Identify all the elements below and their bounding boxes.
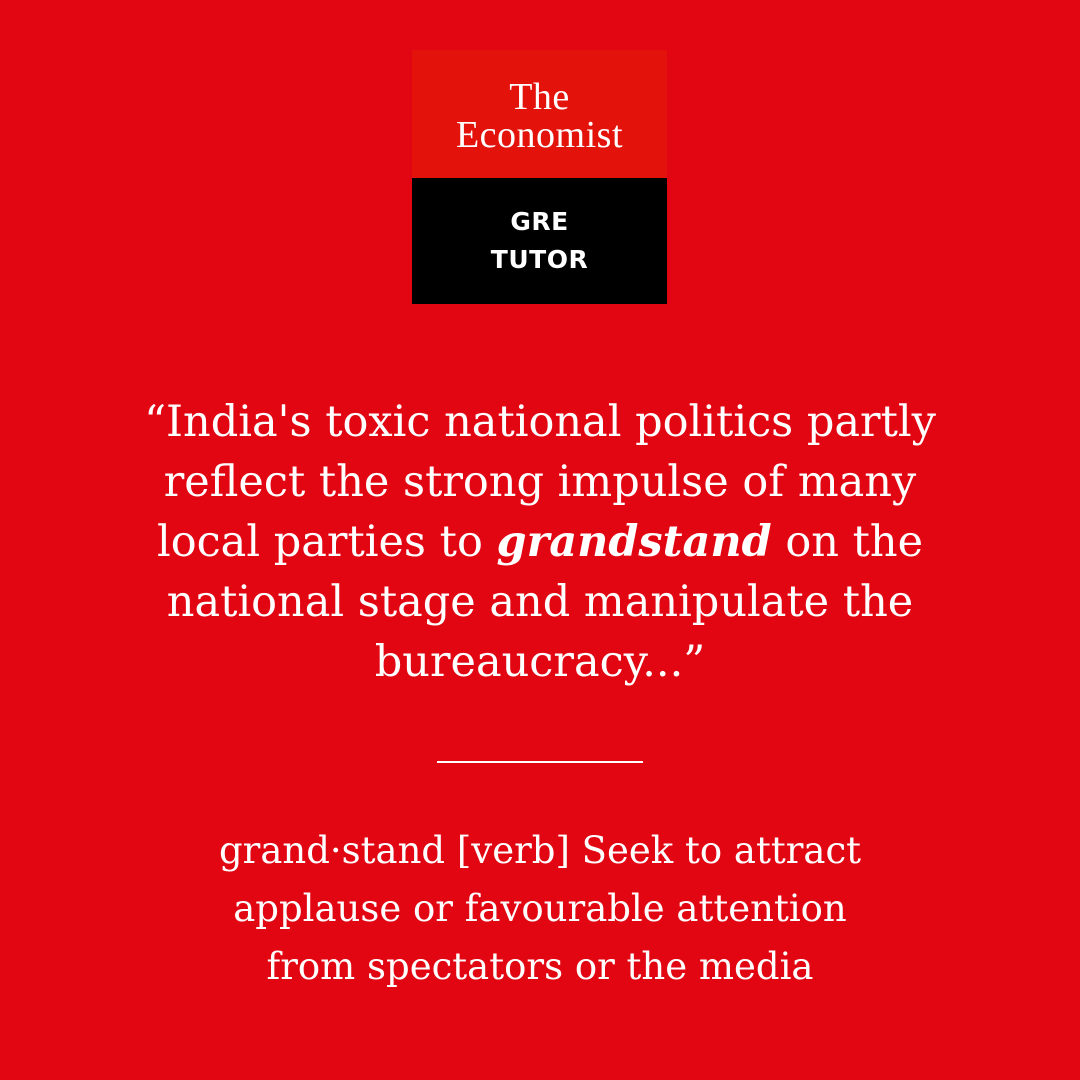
economist-gre-tutor-logo: The Economist GRE TUTOR <box>412 50 667 304</box>
quote-line-5: bureaucracy...” <box>374 637 706 687</box>
definition-line-3: from spectators or the media <box>266 945 814 988</box>
quote-line-1: “India's toxic national politics partly <box>144 397 936 447</box>
quote-line-3: local parties to grandstand on the <box>90 512 990 572</box>
logo-brand-line-2: Economist <box>455 114 624 156</box>
definition-line-2: applause or favourable attention <box>233 887 847 930</box>
quote-text: “India's toxic national politics partly … <box>90 392 990 692</box>
definition-line-1: grand·stand [verb] Seek to attract <box>218 829 862 872</box>
logo-product-block: GRE TUTOR <box>412 178 667 304</box>
quote-line-3-after: on the <box>771 517 924 567</box>
logo-brand-block: The Economist <box>412 50 667 178</box>
quote-line-2: reflect the strong impulse of many <box>163 457 917 507</box>
definition-text: grand·stand [verb] Seek to attract appla… <box>90 822 990 996</box>
highlighted-vocabulary-word: grandstand <box>496 517 772 567</box>
logo-brand-line-1: The <box>509 76 570 118</box>
quote-line-3-before: local parties to <box>156 517 497 567</box>
logo-product-line-2: TUTOR <box>490 245 589 274</box>
divider-line <box>437 761 643 763</box>
quote-line-4: national stage and manipulate the <box>166 577 914 627</box>
logo-product-line-1: GRE <box>510 207 569 236</box>
